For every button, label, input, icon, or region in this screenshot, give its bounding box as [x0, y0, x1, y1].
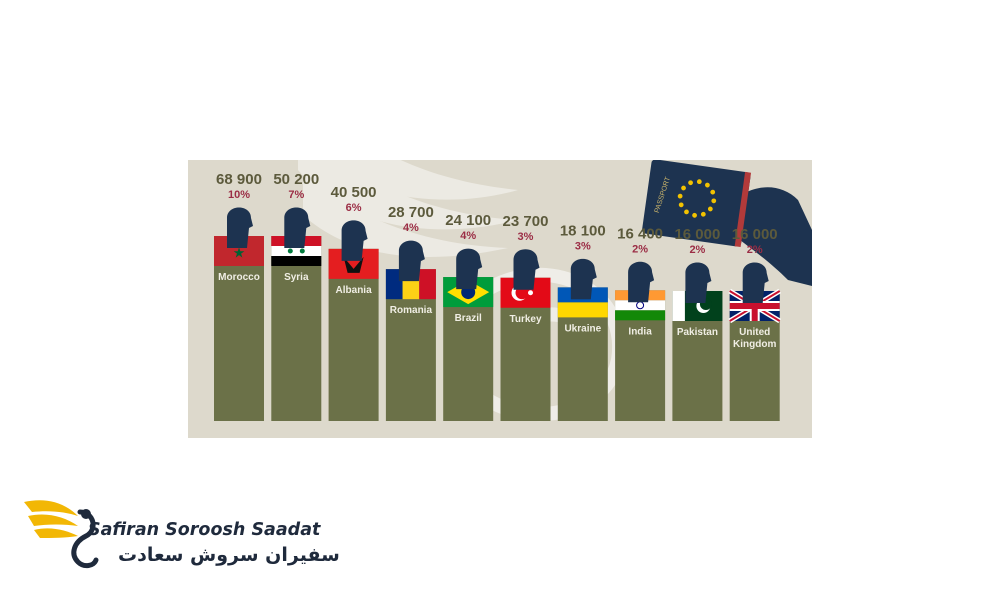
person-silhouette-icon: [742, 262, 769, 303]
category-label: India: [628, 326, 652, 337]
svg-text:★: ★: [233, 246, 246, 262]
chart-panel: PASSPORT ★ Morocco 10% 68 900 Syria 7% 50 200 A…: [188, 160, 812, 438]
person-silhouette-icon: [685, 262, 712, 303]
uk-flag-icon: [728, 288, 781, 324]
category-label: Ukraine: [564, 323, 601, 334]
golden-wing-logo-icon: [24, 500, 99, 569]
percent-label: 4%: [403, 222, 419, 234]
value-label: 23 700: [503, 213, 549, 230]
bar: [271, 236, 322, 421]
category-label: United: [739, 327, 770, 338]
person-silhouette-icon: [398, 240, 425, 282]
category-label: Romania: [390, 305, 433, 316]
bar: [214, 236, 264, 421]
percent-label: 6%: [346, 202, 362, 214]
value-label: 50 200: [273, 171, 319, 188]
brand-name-persian: سفیران سروش سعادت: [118, 544, 340, 566]
person-silhouette-icon: [513, 249, 540, 290]
person-silhouette-icon: [570, 258, 597, 300]
value-label: 28 700: [388, 204, 434, 221]
person-silhouette-icon: [341, 220, 368, 261]
value-label: 40 500: [331, 184, 377, 201]
brand-logo: Safiran Soroosh Saadat سفیران سروش سعادت: [22, 490, 340, 580]
category-label: Kingdom: [733, 339, 776, 350]
person-silhouette-icon: [456, 248, 483, 290]
category-label: Pakistan: [677, 327, 718, 338]
passport-hand-illustration: PASSPORT: [642, 160, 812, 286]
percent-label: 2%: [747, 244, 763, 256]
person-silhouette-icon: [227, 207, 253, 248]
passport-icon: [642, 160, 751, 247]
value-label: 18 100: [560, 222, 606, 239]
category-label: Turkey: [509, 314, 541, 325]
value-label: 68 900: [216, 171, 262, 188]
value-label: 24 100: [445, 212, 491, 229]
hand-icon: [728, 187, 812, 286]
category-label: Albania: [336, 285, 373, 296]
value-label: 16 400: [617, 225, 663, 242]
person-silhouette-icon: [628, 261, 655, 303]
percent-label: 3%: [575, 240, 591, 252]
value-label: 16 000: [732, 226, 778, 243]
percent-label: 2%: [632, 243, 648, 255]
brand-name: Safiran Soroosh Saadat: [88, 520, 321, 540]
category-label: Syria: [284, 272, 309, 283]
category-label: Morocco: [218, 272, 260, 283]
percent-label: 3%: [518, 231, 534, 243]
bar-chart: PASSPORT ★ Morocco 10%68 900 Syria 7%50 200 A…: [214, 160, 812, 421]
category-label: Brazil: [455, 313, 482, 324]
percent-label: 2%: [689, 244, 705, 256]
percent-label: 7%: [288, 189, 304, 201]
percent-label: 10%: [228, 189, 250, 201]
percent-label: 4%: [460, 230, 476, 242]
person-silhouette-icon: [284, 207, 311, 248]
value-label: 16 000: [674, 226, 720, 243]
eu-stars-icon: [677, 179, 717, 218]
